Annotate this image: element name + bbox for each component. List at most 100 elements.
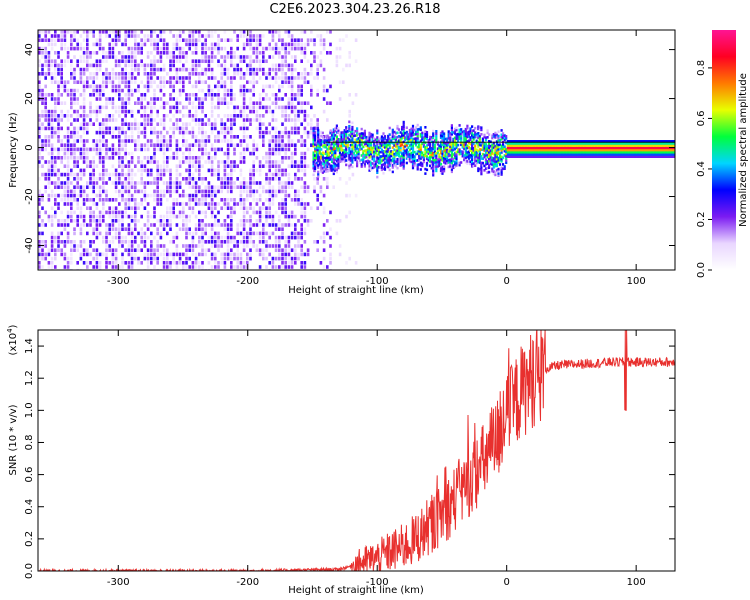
heatmap-cell [322, 67, 326, 72]
heatmap-cell [497, 150, 500, 153]
heatmap-cell [433, 150, 436, 153]
heatmap-cell [127, 265, 131, 269]
heatmap-cell [54, 147, 57, 152]
heatmap-cell [316, 181, 319, 185]
heatmap-cell [111, 223, 115, 227]
heatmap-cell [111, 172, 115, 177]
heatmap-cell [363, 134, 366, 137]
heatmap-cell [297, 189, 300, 194]
heatmap-cell [342, 137, 345, 141]
heatmap-cell [297, 38, 300, 42]
heatmap-cell [281, 139, 284, 143]
heatmap-cell [66, 147, 70, 152]
heatmap-cell [316, 206, 319, 210]
heatmap-cell [223, 88, 227, 93]
heatmap-cell [255, 143, 259, 147]
heatmap-cell [114, 109, 118, 114]
heatmap-cell [124, 210, 127, 215]
heatmap-cell [175, 172, 179, 177]
heatmap-cell [300, 231, 303, 236]
heatmap-cell [82, 156, 86, 160]
heatmap-cell [217, 93, 220, 97]
heatmap-cell [274, 189, 278, 194]
heatmap-cell [268, 185, 271, 189]
heatmap-cell [287, 181, 291, 185]
heatmap-cell [130, 59, 134, 63]
heatmap-cell [121, 240, 124, 244]
heatmap-cell [312, 151, 315, 154]
heatmap-cell [76, 185, 79, 189]
heatmap-cell [441, 165, 444, 169]
heatmap-cell [210, 206, 214, 210]
heatmap-cell [265, 206, 268, 210]
heatmap-cell [432, 154, 435, 157]
heatmap-cell [95, 147, 99, 152]
heatmap-cell [191, 193, 195, 198]
heatmap-cell [252, 240, 255, 244]
heatmap-cell [182, 244, 185, 248]
heatmap-cell [137, 168, 140, 173]
heatmap-cell [349, 150, 352, 153]
heatmap-cell [321, 162, 324, 166]
heatmap-cell [41, 30, 44, 34]
heatmap-cell [252, 76, 255, 80]
heatmap-cell [452, 140, 455, 143]
heatmap-cell [230, 118, 233, 122]
heatmap-cell [349, 163, 352, 167]
heatmap-cell [182, 160, 185, 164]
heatmap-cell [98, 143, 102, 147]
heatmap-cell [220, 252, 223, 257]
heatmap-cell [303, 51, 307, 55]
heatmap-cell [480, 133, 483, 136]
heatmap-cell [108, 206, 111, 210]
heatmap-cell [310, 130, 313, 135]
heatmap-cell [461, 143, 464, 147]
heatmap-cell [271, 256, 275, 261]
heatmap-cell [455, 164, 458, 167]
heatmap-cell [338, 80, 342, 84]
heatmap-cell [348, 129, 351, 132]
heatmap-cell [82, 223, 86, 227]
heatmap-cell [265, 130, 268, 135]
heatmap-cell [73, 101, 76, 105]
heatmap-cell [89, 93, 92, 97]
heatmap-cell [505, 161, 508, 164]
heatmap-cell [393, 144, 396, 147]
heatmap-cell [411, 160, 415, 163]
heatmap-cell [329, 151, 332, 154]
heatmap-cell [284, 210, 287, 215]
heatmap-cell [175, 181, 179, 185]
heatmap-cell [399, 144, 402, 147]
heatmap-cell [217, 172, 220, 177]
heatmap-cell [182, 151, 185, 156]
heatmap-cell [233, 63, 236, 68]
heatmap-cell [472, 138, 475, 141]
heatmap-cell [60, 231, 63, 236]
heatmap-cell [486, 160, 489, 163]
heatmap-cell [98, 193, 102, 198]
heatmap-cell [268, 105, 271, 110]
heatmap-cell [70, 67, 73, 72]
heatmap-cell [124, 143, 127, 147]
heatmap-cell [217, 42, 220, 47]
heatmap-cell [252, 72, 255, 76]
heatmap-cell [429, 142, 432, 146]
heatmap-cell [242, 181, 246, 185]
heatmap-cell [262, 231, 265, 236]
heatmap-cell [198, 164, 201, 168]
heatmap-cell [207, 59, 211, 63]
heatmap-cell [281, 206, 284, 210]
heatmap-cell [326, 154, 329, 157]
heatmap-cell [481, 139, 484, 143]
heatmap-cell [258, 51, 262, 55]
heatmap-cell [317, 137, 320, 141]
heatmap-cell [419, 157, 422, 160]
heatmap-cell [314, 134, 317, 137]
heatmap-cell [348, 122, 351, 126]
heatmap-cell [255, 210, 259, 215]
heatmap-cell [502, 163, 505, 166]
heatmap-cell [105, 256, 108, 261]
heatmap-cell [166, 219, 169, 223]
heatmap-cell [320, 154, 323, 158]
heatmap-cell [140, 130, 143, 135]
